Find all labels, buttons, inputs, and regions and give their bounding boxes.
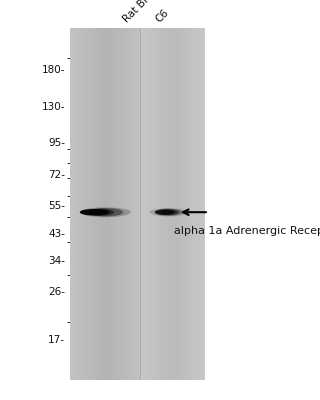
Bar bbox=[160, 28, 162, 380]
Ellipse shape bbox=[93, 210, 104, 214]
Bar bbox=[181, 28, 183, 380]
Bar bbox=[131, 28, 133, 380]
Bar bbox=[145, 28, 147, 380]
Bar bbox=[157, 28, 160, 380]
Bar bbox=[175, 28, 177, 380]
Bar bbox=[142, 28, 145, 380]
Ellipse shape bbox=[158, 209, 179, 215]
Bar bbox=[186, 28, 188, 380]
Bar bbox=[192, 28, 194, 380]
Bar bbox=[82, 28, 84, 380]
Text: 26-: 26- bbox=[48, 286, 65, 296]
Text: 34-: 34- bbox=[48, 256, 65, 266]
Bar bbox=[96, 28, 98, 380]
Bar bbox=[122, 28, 124, 380]
Bar bbox=[108, 28, 110, 380]
Bar bbox=[119, 28, 122, 380]
Bar bbox=[138, 28, 140, 380]
Bar bbox=[136, 28, 138, 380]
Bar bbox=[170, 28, 172, 380]
Bar bbox=[198, 28, 201, 380]
Ellipse shape bbox=[80, 207, 131, 217]
Bar bbox=[124, 28, 126, 380]
Ellipse shape bbox=[80, 209, 109, 216]
Bar bbox=[164, 28, 166, 380]
Bar bbox=[133, 28, 136, 380]
Bar bbox=[92, 28, 94, 380]
Bar bbox=[87, 28, 89, 380]
Bar bbox=[101, 28, 103, 380]
Bar bbox=[168, 28, 170, 380]
Text: 130-: 130- bbox=[42, 102, 65, 112]
Bar bbox=[126, 28, 129, 380]
Bar bbox=[190, 28, 192, 380]
Bar bbox=[140, 28, 142, 380]
Bar bbox=[194, 28, 196, 380]
Text: 180-: 180- bbox=[42, 65, 65, 75]
Text: 72-: 72- bbox=[48, 170, 65, 180]
Bar bbox=[89, 28, 92, 380]
Bar bbox=[80, 28, 82, 380]
Bar bbox=[166, 28, 168, 380]
Bar bbox=[129, 28, 131, 380]
Ellipse shape bbox=[150, 208, 187, 216]
Bar bbox=[94, 28, 96, 380]
Bar bbox=[75, 28, 77, 380]
Bar bbox=[70, 28, 73, 380]
Bar bbox=[115, 28, 117, 380]
Bar bbox=[162, 28, 164, 380]
Bar bbox=[151, 28, 153, 380]
Bar bbox=[70, 28, 205, 380]
Text: C6: C6 bbox=[154, 8, 171, 24]
Bar bbox=[98, 28, 101, 380]
Bar bbox=[188, 28, 190, 380]
Bar bbox=[110, 28, 112, 380]
Bar bbox=[77, 28, 80, 380]
Bar bbox=[201, 28, 203, 380]
Ellipse shape bbox=[89, 209, 114, 216]
Text: alpha 1a Adrenergic Receptor: alpha 1a Adrenergic Receptor bbox=[174, 226, 320, 236]
Text: Rat Brain: Rat Brain bbox=[122, 0, 163, 24]
Ellipse shape bbox=[161, 210, 176, 214]
Bar bbox=[84, 28, 87, 380]
Bar bbox=[149, 28, 151, 380]
Bar bbox=[203, 28, 205, 380]
Bar bbox=[117, 28, 119, 380]
Ellipse shape bbox=[155, 209, 183, 216]
Bar bbox=[196, 28, 198, 380]
Bar bbox=[177, 28, 179, 380]
Bar bbox=[179, 28, 181, 380]
Text: 43-: 43- bbox=[48, 229, 65, 239]
Text: 17-: 17- bbox=[48, 335, 65, 345]
Bar bbox=[155, 28, 157, 380]
Ellipse shape bbox=[155, 210, 174, 215]
Ellipse shape bbox=[87, 208, 123, 216]
Text: 95-: 95- bbox=[48, 138, 65, 148]
Ellipse shape bbox=[91, 210, 109, 215]
Text: 55-: 55- bbox=[48, 201, 65, 211]
Bar bbox=[183, 28, 186, 380]
Bar bbox=[147, 28, 149, 380]
Bar bbox=[103, 28, 105, 380]
Bar bbox=[172, 28, 175, 380]
Bar bbox=[112, 28, 115, 380]
Bar bbox=[153, 28, 155, 380]
Bar bbox=[73, 28, 75, 380]
Bar bbox=[105, 28, 108, 380]
